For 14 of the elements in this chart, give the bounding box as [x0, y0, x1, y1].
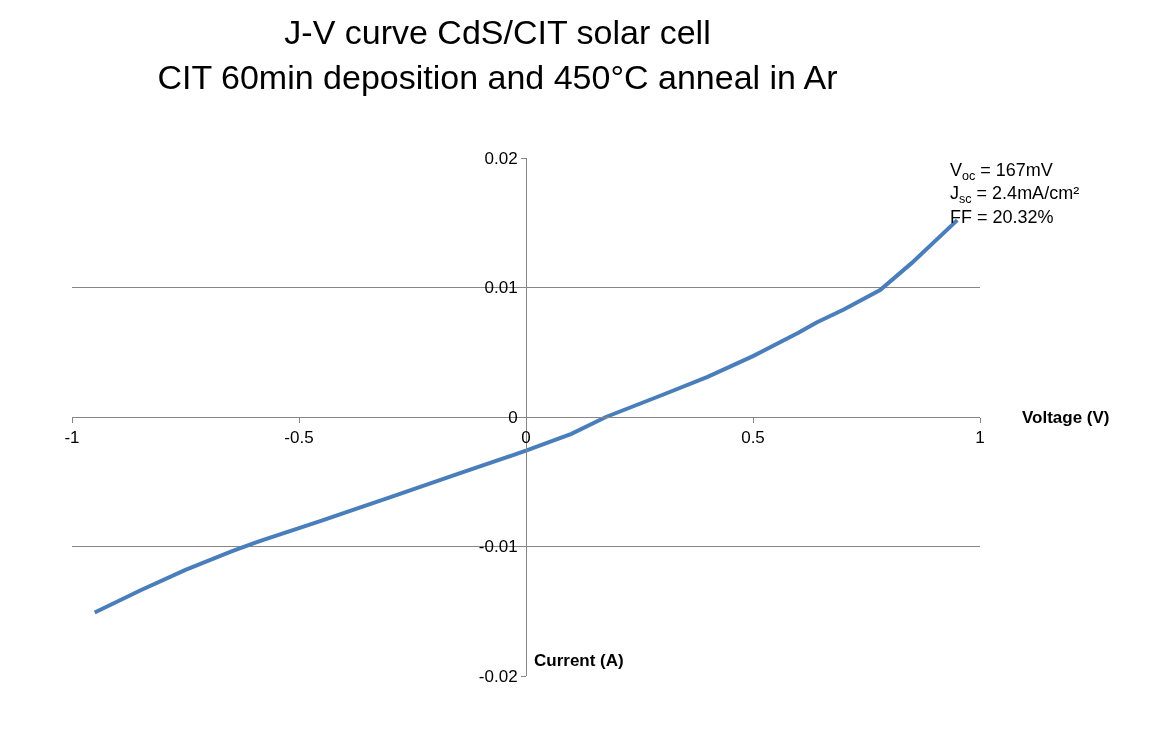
- y-tick-label: 0.02: [484, 148, 518, 168]
- x-axis-title: Voltage (V): [1022, 408, 1110, 427]
- x-tick-label: 0.5: [741, 428, 765, 448]
- x-tick-label: -1: [64, 428, 80, 448]
- x-tick-label: -0.5: [284, 428, 314, 448]
- x-tick-label: 0: [521, 428, 531, 448]
- y-tick-label: 0: [508, 407, 518, 427]
- y-tick-label: 0.01: [484, 278, 518, 298]
- y-tick-label: -0.01: [478, 537, 518, 557]
- y-axis-title: Current (A): [534, 651, 624, 670]
- x-tick-label: 1: [975, 428, 985, 448]
- y-tick-label: -0.02: [478, 666, 518, 686]
- chart-title: J-V curve CdS/CIT solar cell CIT 60min deposition and 450°C anneal in Ar: [157, 13, 838, 96]
- annotation: V$_{oc}$ = 167mV J$_{sc}$ = 2.4mA/cm² FF = 20.32%: [950, 160, 1080, 227]
